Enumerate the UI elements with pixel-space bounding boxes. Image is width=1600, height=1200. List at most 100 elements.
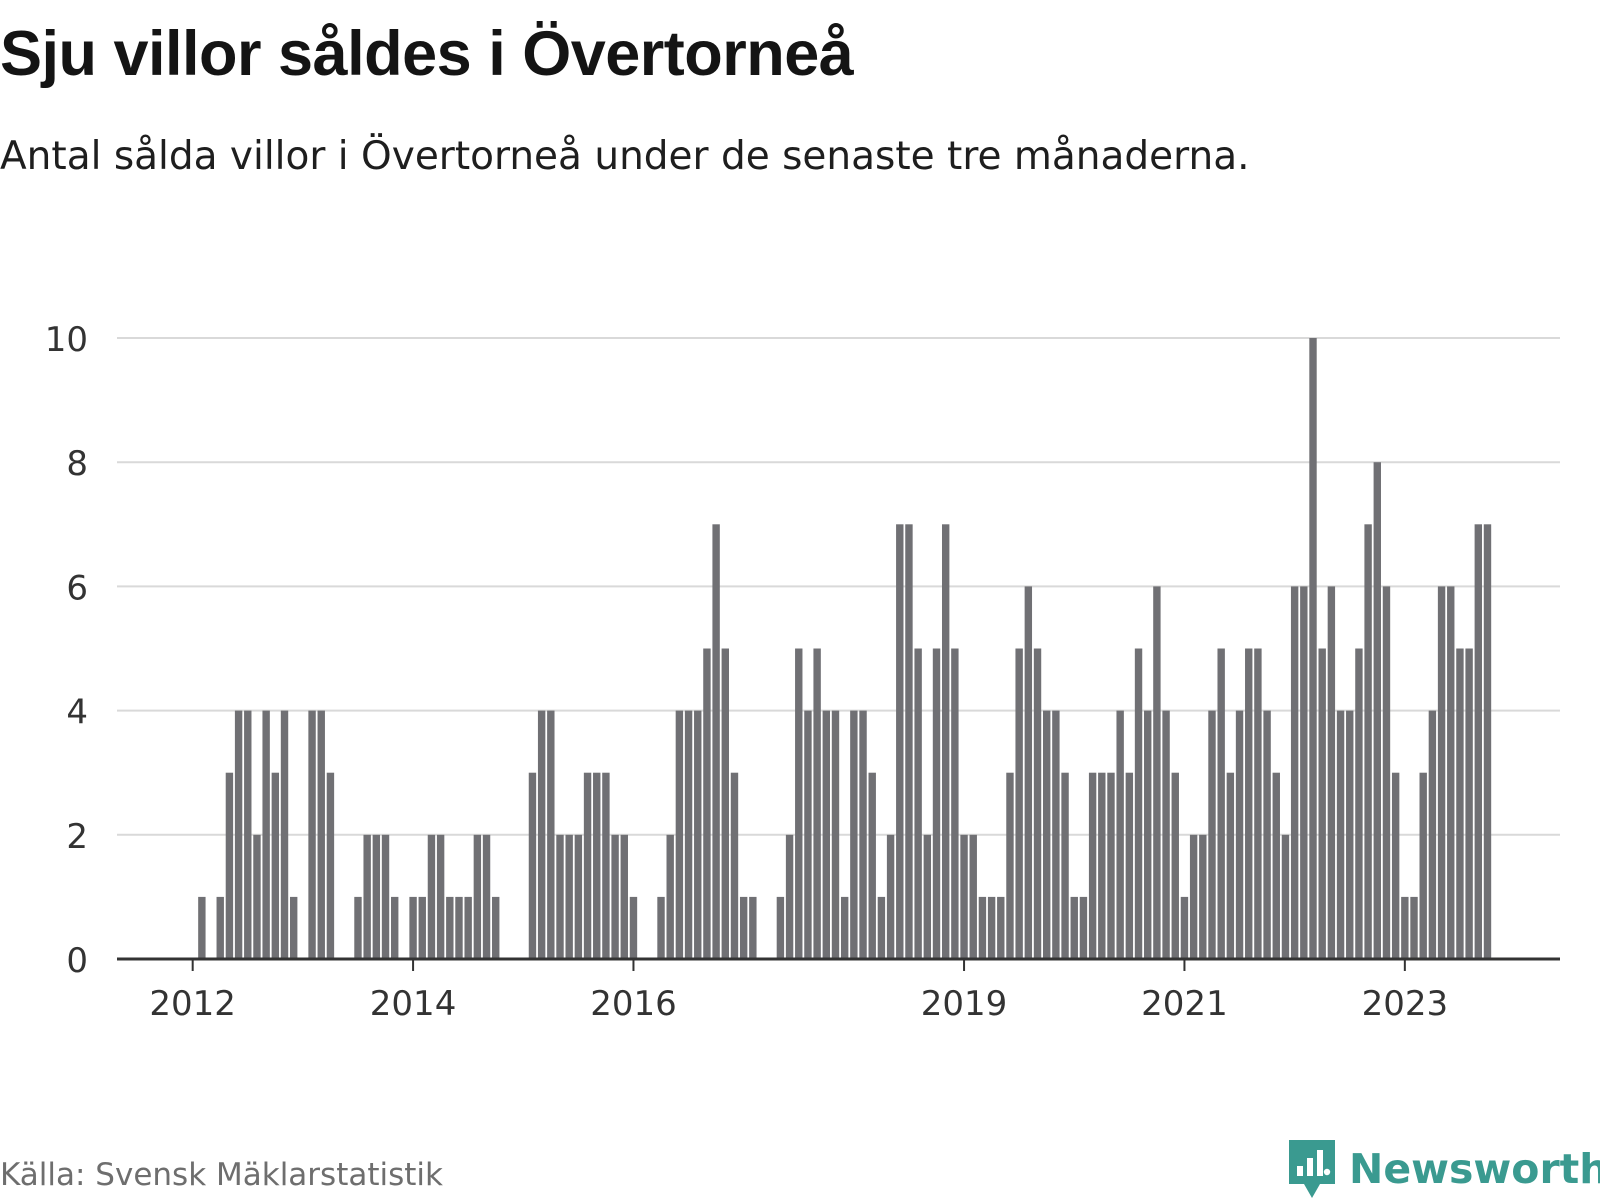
bar	[795, 648, 803, 959]
axes	[117, 957, 1560, 971]
bar	[1235, 710, 1244, 959]
bar	[978, 896, 987, 959]
x-tick-label: 2012	[149, 984, 236, 1024]
bar	[1272, 772, 1280, 959]
bar	[1043, 710, 1051, 959]
bar	[216, 896, 224, 959]
y-tick-label: 2	[66, 817, 88, 857]
bar	[317, 710, 325, 959]
bar	[822, 710, 831, 959]
bar	[620, 834, 628, 959]
bar	[1355, 648, 1363, 959]
bar	[1410, 896, 1418, 959]
bar	[859, 710, 867, 959]
bar	[914, 648, 922, 959]
y-tick-label: 6	[66, 568, 88, 608]
bar	[684, 710, 693, 959]
chart-title: Sju villor såldes i Övertorneå	[0, 19, 854, 89]
bar	[436, 834, 445, 959]
bar	[1263, 710, 1271, 959]
bar	[1015, 648, 1023, 959]
bar	[1033, 648, 1042, 959]
bar	[813, 648, 821, 959]
bars	[198, 338, 1492, 959]
chart-subtitle: Antal sålda villor i Övertorneå under de…	[0, 134, 1250, 179]
bar	[666, 834, 674, 959]
bar	[896, 524, 904, 959]
bar	[409, 896, 417, 959]
bar	[574, 834, 583, 959]
bar	[225, 772, 234, 959]
bar	[537, 710, 546, 959]
brand-name: Newsworthy	[1349, 1145, 1600, 1193]
bar	[1125, 772, 1134, 959]
bar	[932, 648, 941, 959]
bar	[776, 896, 785, 959]
source-note: Källa: Svensk Mäklarstatistik	[0, 1157, 443, 1193]
bar	[905, 524, 913, 959]
bar	[703, 648, 711, 959]
bar	[262, 710, 270, 959]
bar	[1180, 896, 1189, 959]
bar	[739, 896, 748, 959]
bar	[289, 896, 298, 959]
bar	[234, 710, 243, 959]
bar	[1134, 648, 1143, 959]
bar	[1327, 586, 1336, 959]
bar	[326, 772, 335, 959]
bar	[1318, 648, 1326, 959]
labels: 0 2 4 6 8 10 2012 2014 2016 2019 2021 2023 7	[45, 0, 1559, 1024]
bar	[1098, 772, 1106, 959]
bar	[694, 710, 702, 959]
x-tick-label: 2021	[1141, 984, 1228, 1024]
bar	[611, 834, 619, 959]
bar	[850, 710, 858, 959]
bar	[1199, 834, 1207, 959]
bar	[354, 896, 362, 959]
bar	[1079, 896, 1088, 959]
bar	[1070, 896, 1078, 959]
bar	[1300, 586, 1308, 959]
y-tick-label: 8	[66, 444, 88, 484]
bar-chart: 0 2 4 6 8 10 2012 2014 2016 2019 2021 2023 7	[45, 0, 1560, 1024]
x-tick-label: 2019	[921, 984, 1008, 1024]
bar	[1419, 772, 1427, 959]
y-tick-label: 10	[45, 320, 88, 360]
bar	[730, 772, 739, 959]
bar	[877, 896, 886, 959]
bar	[1088, 772, 1097, 959]
bar	[675, 710, 684, 959]
bar	[804, 710, 812, 959]
bar	[1024, 586, 1033, 959]
bar	[969, 834, 977, 959]
bar	[372, 834, 381, 959]
bar	[446, 896, 454, 959]
bar	[583, 772, 592, 959]
y-tick-label: 0	[66, 941, 88, 981]
bar	[1447, 586, 1455, 959]
bar	[1474, 524, 1483, 959]
bar	[785, 834, 794, 959]
brand-logo[interactable]: Newsworthy	[1287, 1138, 1600, 1200]
bar	[1061, 772, 1069, 959]
bar	[1162, 710, 1170, 959]
bar	[455, 896, 463, 959]
highlight-data-label: 7	[1536, 0, 1559, 9]
bar	[1428, 710, 1437, 959]
bar	[1483, 524, 1492, 959]
bar	[253, 834, 261, 959]
bar	[1189, 834, 1198, 959]
bar	[987, 896, 996, 959]
x-tick-label: 2023	[1362, 984, 1449, 1024]
bar	[1437, 586, 1446, 959]
bar	[1364, 524, 1372, 959]
bar	[1290, 586, 1299, 959]
bar	[1171, 772, 1179, 959]
bar	[868, 772, 876, 959]
bar	[1052, 710, 1060, 959]
bar	[1153, 586, 1161, 959]
bar	[960, 834, 968, 959]
bar	[593, 772, 601, 959]
bar	[244, 710, 252, 959]
bar	[1382, 586, 1391, 959]
